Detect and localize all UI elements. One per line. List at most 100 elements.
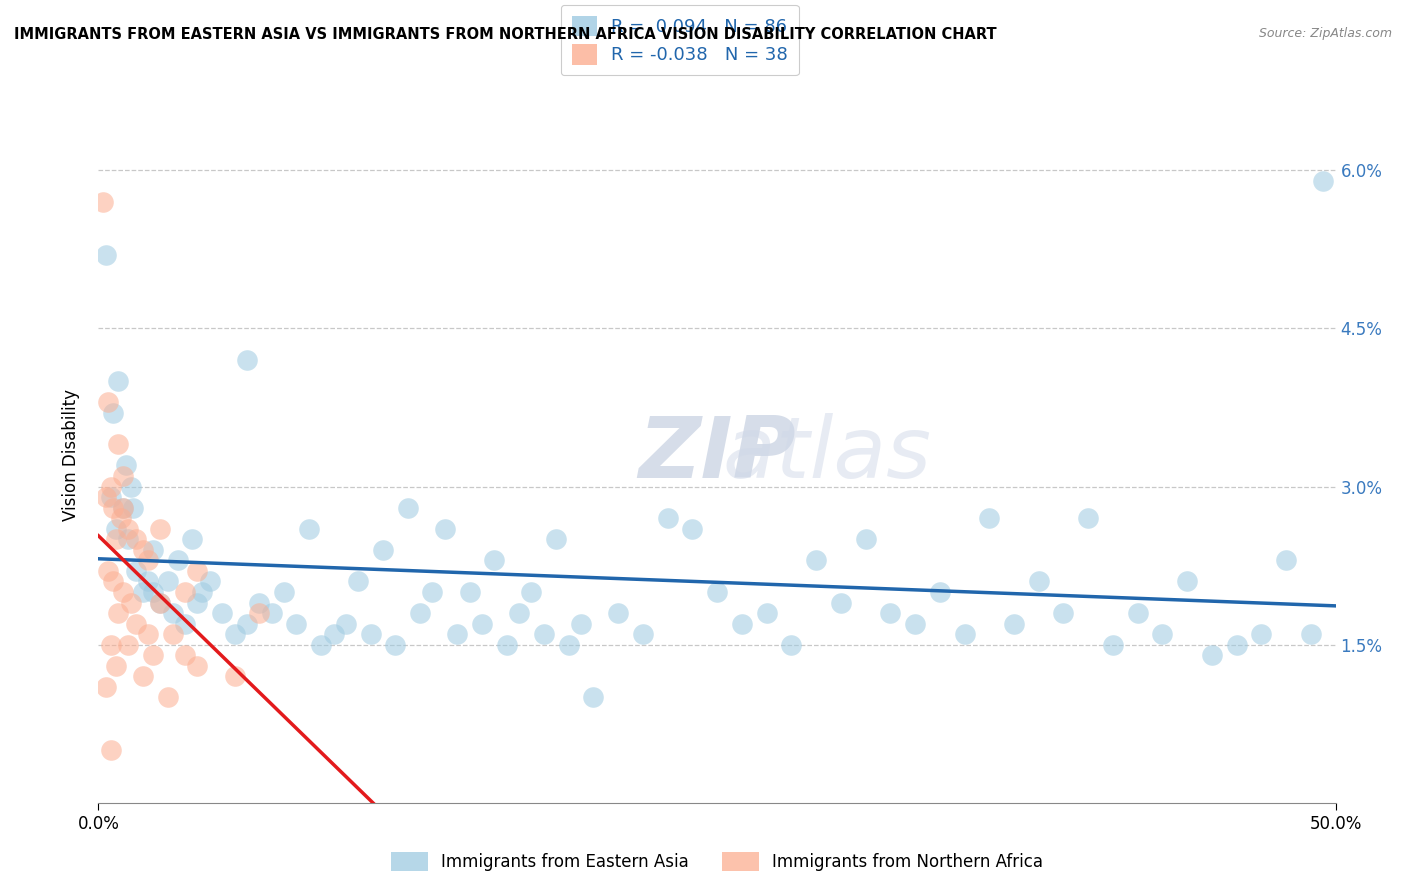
Point <box>181 533 204 547</box>
Point <box>104 522 127 536</box>
Point <box>224 627 246 641</box>
Point <box>273 585 295 599</box>
Point <box>132 669 155 683</box>
Point <box>236 353 259 368</box>
Point <box>97 564 120 578</box>
Point <box>117 638 139 652</box>
Point <box>508 606 530 620</box>
Point <box>1299 627 1322 641</box>
Point <box>122 500 145 515</box>
Point <box>360 627 382 641</box>
Point <box>112 469 135 483</box>
Point <box>546 533 568 547</box>
Point <box>107 437 129 451</box>
Point <box>458 585 481 599</box>
Point <box>186 595 208 609</box>
Point <box>149 522 172 536</box>
Point <box>211 606 233 620</box>
Point <box>117 522 139 536</box>
Point <box>166 553 188 567</box>
Point <box>107 606 129 620</box>
Point <box>124 564 146 578</box>
Point <box>112 500 135 515</box>
Point <box>384 638 406 652</box>
Point <box>1002 616 1025 631</box>
Point <box>953 627 976 641</box>
Point <box>132 585 155 599</box>
Point <box>224 669 246 683</box>
Point <box>97 395 120 409</box>
Point <box>1312 174 1334 188</box>
Point <box>112 585 135 599</box>
Point <box>120 479 142 493</box>
Point <box>1152 627 1174 641</box>
Y-axis label: Vision Disability: Vision Disability <box>62 389 80 521</box>
Point <box>1226 638 1249 652</box>
Point <box>928 585 950 599</box>
Point <box>298 522 321 536</box>
Point <box>1077 511 1099 525</box>
Point <box>124 533 146 547</box>
Point <box>855 533 877 547</box>
Point <box>409 606 432 620</box>
Point <box>979 511 1001 525</box>
Point <box>100 490 122 504</box>
Point <box>94 247 117 261</box>
Point <box>120 595 142 609</box>
Point <box>371 542 394 557</box>
Point <box>706 585 728 599</box>
Point <box>107 374 129 388</box>
Point <box>520 585 543 599</box>
Point <box>569 616 592 631</box>
Point <box>103 500 125 515</box>
Point <box>114 458 136 473</box>
Point <box>1126 606 1149 620</box>
Point <box>124 616 146 631</box>
Point <box>446 627 468 641</box>
Point <box>657 511 679 525</box>
Point <box>780 638 803 652</box>
Point <box>347 574 370 589</box>
Point <box>285 616 308 631</box>
Point <box>396 500 419 515</box>
Point <box>433 522 456 536</box>
Text: IMMIGRANTS FROM EASTERN ASIA VS IMMIGRANTS FROM NORTHERN AFRICA VISION DISABILIT: IMMIGRANTS FROM EASTERN ASIA VS IMMIGRAN… <box>14 27 997 42</box>
Point <box>136 553 159 567</box>
Point <box>422 585 444 599</box>
Point <box>260 606 283 620</box>
Point <box>100 638 122 652</box>
Point <box>94 490 117 504</box>
Point <box>100 479 122 493</box>
Point <box>247 595 270 609</box>
Point <box>136 574 159 589</box>
Point <box>174 648 197 663</box>
Point <box>104 533 127 547</box>
Point <box>136 627 159 641</box>
Point <box>162 627 184 641</box>
Point <box>149 595 172 609</box>
Point <box>1250 627 1272 641</box>
Point <box>100 743 122 757</box>
Point <box>142 542 165 557</box>
Point <box>533 627 555 641</box>
Point <box>1275 553 1298 567</box>
Point <box>755 606 778 620</box>
Point <box>879 606 901 620</box>
Legend: Immigrants from Eastern Asia, Immigrants from Northern Africa: Immigrants from Eastern Asia, Immigrants… <box>384 846 1050 878</box>
Point <box>607 606 630 620</box>
Point <box>830 595 852 609</box>
Point <box>156 690 179 705</box>
Point <box>156 574 179 589</box>
Point <box>174 585 197 599</box>
Point <box>582 690 605 705</box>
Text: Source: ZipAtlas.com: Source: ZipAtlas.com <box>1258 27 1392 40</box>
Point <box>631 627 654 641</box>
Point <box>142 585 165 599</box>
Point <box>804 553 827 567</box>
Point <box>191 585 214 599</box>
Point <box>1175 574 1198 589</box>
Point <box>309 638 332 652</box>
Point <box>149 595 172 609</box>
Point <box>1028 574 1050 589</box>
Point <box>186 564 208 578</box>
